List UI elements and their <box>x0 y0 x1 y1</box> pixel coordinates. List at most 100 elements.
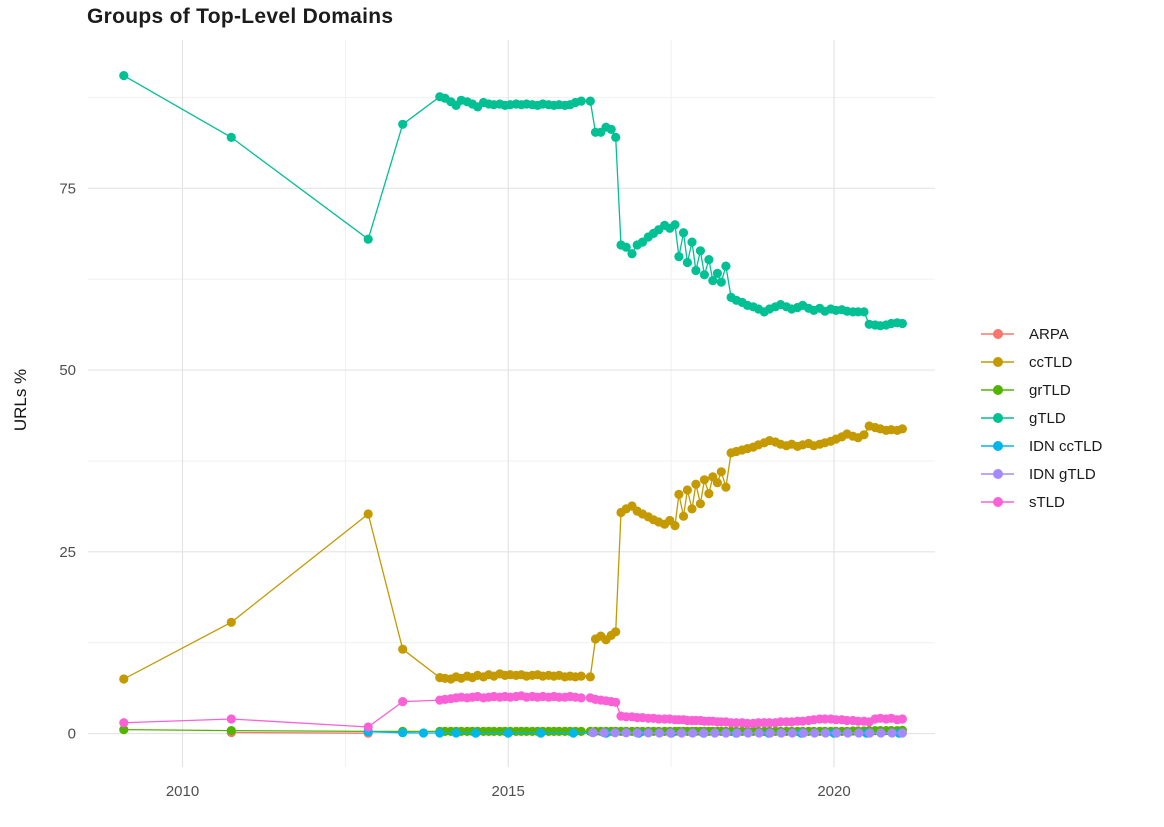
data-point-gtld <box>674 252 684 262</box>
series-gtld <box>119 71 908 331</box>
series-line-cctld <box>123 425 903 680</box>
legend-item-idn-gtld: IDN gTLD <box>981 460 1102 488</box>
data-point-idn-gtld <box>854 728 864 738</box>
series-idn-gtld <box>588 728 908 738</box>
legend-item-grtld: grTLD <box>981 376 1102 404</box>
data-point-gtld <box>621 242 631 252</box>
data-point-cctld <box>691 479 701 489</box>
data-point-idn-cctld <box>451 728 461 738</box>
legend-key-dot <box>992 385 1003 395</box>
data-point-grtld <box>119 725 129 735</box>
data-point-cctld <box>721 482 731 492</box>
data-point-idn-gtld <box>832 728 842 738</box>
y-tick-label: 75 <box>59 180 76 197</box>
x-tick-label: 2015 <box>492 783 525 800</box>
data-point-idn-gtld <box>798 728 809 738</box>
data-point-stld <box>611 697 621 707</box>
data-point-gtld <box>687 237 697 247</box>
data-point-idn-gtld <box>743 728 753 738</box>
data-point-idn-cctld <box>503 728 513 738</box>
legend-key-dot <box>992 497 1003 507</box>
data-point-idn-cctld <box>471 728 481 738</box>
legend-key-icon <box>981 460 1014 488</box>
data-point-idn-gtld <box>665 728 676 738</box>
data-point-cctld <box>611 627 621 637</box>
legend-label: ccTLD <box>1029 353 1073 371</box>
data-point-idn-gtld <box>776 728 786 738</box>
legend-key-dot <box>992 469 1003 479</box>
data-point-gtld <box>363 234 373 244</box>
legend-key-icon <box>981 376 1014 404</box>
data-point-idn-gtld <box>677 728 687 738</box>
data-point-cctld <box>363 509 373 519</box>
data-point-gtld <box>682 257 693 268</box>
chart-title: Groups of Top-Level Domains <box>87 5 394 28</box>
data-point-idn-cctld <box>418 728 429 738</box>
data-point-stld <box>897 714 908 724</box>
data-point-gtld <box>627 249 637 259</box>
data-point-cctld <box>119 674 129 684</box>
data-point-idn-gtld <box>588 728 598 738</box>
data-point-idn-gtld <box>843 728 853 738</box>
data-point-gtld <box>897 318 908 329</box>
axis-tick-labels: 2010 2015 2020 0 25 50 75 <box>59 180 850 800</box>
data-point-cctld <box>682 485 693 495</box>
data-point-cctld <box>398 644 408 654</box>
legend-label: grTLD <box>1029 381 1071 399</box>
data-point-gtld <box>716 277 726 287</box>
data-point-cctld <box>897 424 908 434</box>
data-point-cctld <box>576 671 586 681</box>
data-point-cctld <box>226 617 236 627</box>
data-point-idn-gtld <box>654 728 665 738</box>
legend-key-dot <box>992 413 1003 423</box>
data-point-gtld <box>606 124 616 134</box>
series-line-gtld <box>123 75 903 327</box>
legend-label: sTLD <box>1029 493 1065 511</box>
data-point-idn-gtld <box>688 728 698 738</box>
legend-item-stld: sTLD <box>981 488 1102 516</box>
legend: ARPA ccTLD grTLD gTLD IDN ccTLD IDN gTLD sTLD <box>981 320 1102 516</box>
data-point-idn-gtld <box>820 728 831 738</box>
data-point-idn-gtld <box>897 728 908 738</box>
data-point-idn-gtld <box>710 728 720 738</box>
data-point-gtld <box>226 132 236 142</box>
series-cctld <box>119 421 908 684</box>
data-point-cctld <box>695 499 706 509</box>
gridlines <box>88 40 935 767</box>
legend-label: IDN ccTLD <box>1029 437 1103 455</box>
data-point-grtld <box>576 726 586 737</box>
legend-key-dot <box>992 357 1003 367</box>
data-point-cctld <box>704 489 714 499</box>
legend-item-idn-cctld: IDN ccTLD <box>981 432 1102 460</box>
x-tick-label: 2020 <box>817 783 850 800</box>
legend-key-icon <box>981 432 1014 460</box>
data-point-cctld <box>674 489 684 499</box>
legend-label: gTLD <box>1029 409 1066 427</box>
data-point-cctld <box>699 475 710 485</box>
data-point-idn-gtld <box>699 728 709 738</box>
data-point-idn-gtld <box>732 728 742 738</box>
data-point-cctld <box>687 504 697 514</box>
data-point-idn-gtld <box>643 728 653 738</box>
legend-key-dot <box>992 329 1003 339</box>
data-point-stld <box>363 722 373 732</box>
data-point-stld <box>119 718 129 728</box>
data-point-gtld <box>859 307 869 317</box>
data-point-gtld <box>398 119 408 129</box>
data-point-idn-gtld <box>599 728 609 738</box>
legend-item-gtld: gTLD <box>981 404 1102 432</box>
data-point-cctld <box>678 511 689 521</box>
data-point-gtld <box>576 96 586 106</box>
data-point-gtld <box>695 246 706 256</box>
data-point-stld <box>226 714 236 724</box>
data-point-idn-gtld <box>765 728 775 738</box>
data-point-gtld <box>611 132 621 142</box>
data-point-idn-gtld <box>754 728 764 738</box>
legend-key-icon <box>981 320 1014 348</box>
data-point-gtld <box>585 96 595 106</box>
data-point-gtld <box>708 276 718 286</box>
data-point-idn-gtld <box>610 728 620 738</box>
data-point-idn-cctld <box>536 728 546 738</box>
